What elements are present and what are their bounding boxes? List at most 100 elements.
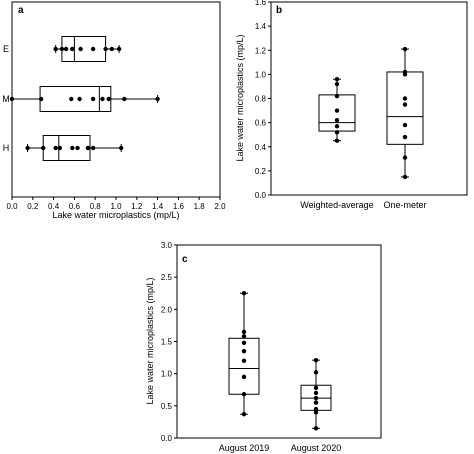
data-point — [85, 145, 91, 151]
x-tick-label: 1.4 — [152, 202, 164, 211]
data-point — [402, 69, 408, 75]
data-point — [70, 46, 75, 52]
data-point — [334, 118, 340, 123]
panel-c-y-ticks: 0.0 0.5 1.0 1.5 2.0 2.5 3.0 — [161, 241, 177, 443]
data-point — [57, 145, 63, 151]
data-point — [402, 96, 408, 101]
y-tick-label: 3.0 — [161, 241, 173, 250]
data-point — [241, 340, 247, 345]
x-tick-label: 1.0 — [110, 202, 122, 211]
box-M — [39, 86, 112, 112]
y-tick-label: 2.0 — [161, 305, 173, 314]
data-point — [122, 96, 127, 102]
y-tick-label: 0.0 — [161, 434, 173, 443]
data-point — [241, 374, 247, 380]
data-point — [78, 46, 83, 52]
y-tick-label: 2.5 — [161, 273, 173, 282]
box-August 2019 — [228, 337, 260, 395]
panel-a: a 0.0 0.2 0.4 0.6 0.8 1.0 1.2 1.4 1.6 1.8 2.0 EMH … — [2, 1, 226, 220]
data-point — [402, 155, 408, 160]
data-point — [69, 96, 74, 102]
category-label: M — [2, 94, 10, 104]
panel-b-label: b — [276, 5, 282, 16]
data-point — [402, 122, 408, 128]
data-point — [41, 145, 46, 151]
panel-b-frame — [270, 1, 468, 196]
category-label: E — [3, 44, 9, 54]
category-label: One-meter — [383, 200, 426, 210]
panel-c-y-axis-title: Lake water microplastics (mp/L) — [145, 277, 155, 404]
panel-c-label: c — [182, 254, 188, 265]
data-point — [402, 46, 408, 52]
y-tick-label: 0.6 — [255, 119, 267, 128]
y-tick-label: 0.5 — [161, 402, 173, 411]
x-tick-label: 0.4 — [48, 202, 60, 211]
data-point — [53, 145, 58, 151]
data-point — [313, 385, 319, 391]
box-One-meter — [386, 71, 424, 145]
panel-b-y-axis-title: Lake water microplastics (mp/L) — [235, 34, 245, 161]
data-point — [402, 102, 408, 107]
data-point — [313, 400, 319, 405]
data-point — [100, 96, 105, 102]
panel-b-y-ticks: 0.0 0.2 0.4 0.6 0.8 1.0 1.2 1.4 1.6 — [255, 0, 271, 200]
data-point — [155, 96, 160, 102]
y-tick-label: 1.6 — [255, 0, 267, 7]
data-point — [25, 145, 30, 151]
x-tick-label: 0.0 — [6, 202, 18, 211]
data-point — [402, 134, 408, 140]
panel-c-frame — [176, 244, 382, 439]
data-point — [313, 406, 319, 412]
category-label: H — [3, 143, 10, 153]
data-point — [402, 174, 408, 180]
data-point — [334, 108, 340, 113]
category-label: August 2019 — [219, 443, 270, 453]
y-tick-label: 0.2 — [255, 167, 267, 176]
y-tick-label: 1.5 — [161, 338, 173, 347]
data-point — [334, 81, 340, 87]
data-point — [313, 390, 319, 396]
data-point — [9, 96, 15, 102]
data-point — [38, 96, 44, 102]
data-point — [109, 46, 115, 52]
data-point — [75, 145, 80, 151]
y-tick-label: 1.0 — [161, 370, 173, 379]
data-point — [106, 96, 111, 102]
data-point — [334, 138, 340, 143]
data-point — [313, 410, 319, 415]
data-point — [241, 291, 247, 296]
y-tick-label: 1.2 — [255, 46, 267, 55]
data-point — [241, 411, 247, 417]
panel-a-label: a — [18, 5, 24, 16]
x-tick-label: 1.8 — [194, 202, 206, 211]
category-label: August 2020 — [291, 443, 342, 453]
panel-a-marks: E M H — [2, 36, 160, 161]
panel-c-marks: August 2019 August 2020 — [219, 291, 342, 453]
data-point — [70, 145, 75, 151]
data-point — [90, 96, 96, 102]
box-H — [42, 135, 91, 161]
x-tick-label: 1.2 — [131, 202, 143, 211]
y-tick-label: 1.4 — [255, 22, 267, 31]
data-point — [119, 145, 124, 151]
data-point — [77, 96, 82, 102]
data-point — [116, 46, 122, 52]
panel-a-x-axis-title: Lake water microplastics (mp/L) — [52, 210, 179, 220]
data-point — [313, 426, 319, 431]
data-point — [241, 392, 247, 397]
data-point — [103, 46, 108, 52]
data-point — [241, 329, 247, 335]
x-tick-label: 2.0 — [214, 202, 226, 211]
data-point — [313, 370, 319, 375]
panel-c: c 0.00.51.01.52.02.53.0 August 2019 Augus… — [145, 241, 382, 453]
x-tick-label: 0.6 — [69, 202, 81, 211]
data-point — [334, 77, 340, 82]
data-point — [90, 46, 96, 52]
data-point — [59, 46, 65, 52]
panel-a-x-ticks: 0.0 0.2 0.4 0.6 0.8 1.0 1.2 1.4 1.6 1.8 2.0 — [6, 197, 226, 211]
x-tick-label: 0.8 — [90, 202, 102, 211]
data-point — [90, 145, 96, 151]
data-point — [313, 395, 319, 401]
y-tick-label: 1.0 — [255, 70, 267, 79]
